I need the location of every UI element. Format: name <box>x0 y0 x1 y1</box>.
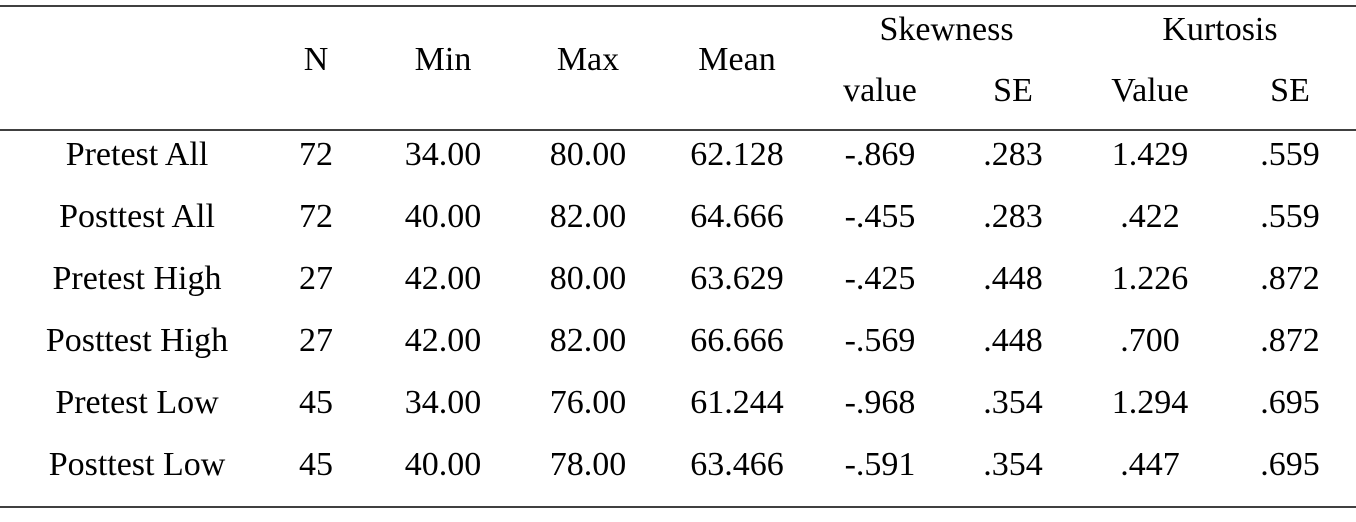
cell: .695 <box>1260 384 1320 421</box>
row-label: Pretest Low <box>55 384 219 421</box>
group-header: Skewness <box>879 11 1013 48</box>
cell: 66.666 <box>690 322 784 359</box>
cell: .283 <box>983 198 1043 235</box>
column-header: Mean <box>698 41 775 78</box>
cell: 27 <box>299 322 333 359</box>
cell: 80.00 <box>550 136 627 173</box>
cell: 82.00 <box>550 322 627 359</box>
sub-header: value <box>843 72 917 109</box>
cell: -.869 <box>845 136 916 173</box>
cell: 45 <box>299 384 333 421</box>
row-label: Posttest Low <box>49 446 226 483</box>
cell: .354 <box>983 384 1043 421</box>
cell: .559 <box>1260 136 1320 173</box>
cell: .448 <box>983 322 1043 359</box>
cell: 64.666 <box>690 198 784 235</box>
cell: 1.294 <box>1112 384 1189 421</box>
cell: -.455 <box>845 198 916 235</box>
cell: .872 <box>1260 260 1320 297</box>
cell: 78.00 <box>550 446 627 483</box>
cell: .447 <box>1120 446 1180 483</box>
sub-header: SE <box>993 72 1033 109</box>
row-label: Posttest High <box>46 322 228 359</box>
cell: 80.00 <box>550 260 627 297</box>
cell: .872 <box>1260 322 1320 359</box>
cell: 1.226 <box>1112 260 1189 297</box>
column-header: N <box>304 41 329 78</box>
cell: .422 <box>1120 198 1180 235</box>
row-label: Pretest All <box>66 136 209 173</box>
cell: 62.128 <box>690 136 784 173</box>
cell: .559 <box>1260 198 1320 235</box>
cell: 34.00 <box>405 136 482 173</box>
cell: 1.429 <box>1112 136 1189 173</box>
cell: 42.00 <box>405 322 482 359</box>
cell: 27 <box>299 260 333 297</box>
cell: 45 <box>299 446 333 483</box>
cell: 76.00 <box>550 384 627 421</box>
cell: 61.244 <box>690 384 784 421</box>
cell: .700 <box>1120 322 1180 359</box>
cell: .695 <box>1260 446 1320 483</box>
cell: -.591 <box>845 446 916 483</box>
row-label: Posttest All <box>59 198 215 235</box>
cell: 63.466 <box>690 446 784 483</box>
cell: 40.00 <box>405 198 482 235</box>
cell: 63.629 <box>690 260 784 297</box>
cell: .354 <box>983 446 1043 483</box>
cell: .283 <box>983 136 1043 173</box>
cell: 42.00 <box>405 260 482 297</box>
cell: 34.00 <box>405 384 482 421</box>
cell: 40.00 <box>405 446 482 483</box>
cell: 72 <box>299 198 333 235</box>
cell: 82.00 <box>550 198 627 235</box>
cell: 72 <box>299 136 333 173</box>
column-header: Min <box>415 41 472 78</box>
group-header: Kurtosis <box>1162 11 1277 48</box>
row-label: Pretest High <box>52 260 221 297</box>
sub-header: SE <box>1270 72 1310 109</box>
cell: -.968 <box>845 384 916 421</box>
sub-header: Value <box>1111 72 1188 109</box>
cell: .448 <box>983 260 1043 297</box>
cell: -.569 <box>845 322 916 359</box>
cell: -.425 <box>845 260 916 297</box>
column-header: Max <box>557 41 619 78</box>
